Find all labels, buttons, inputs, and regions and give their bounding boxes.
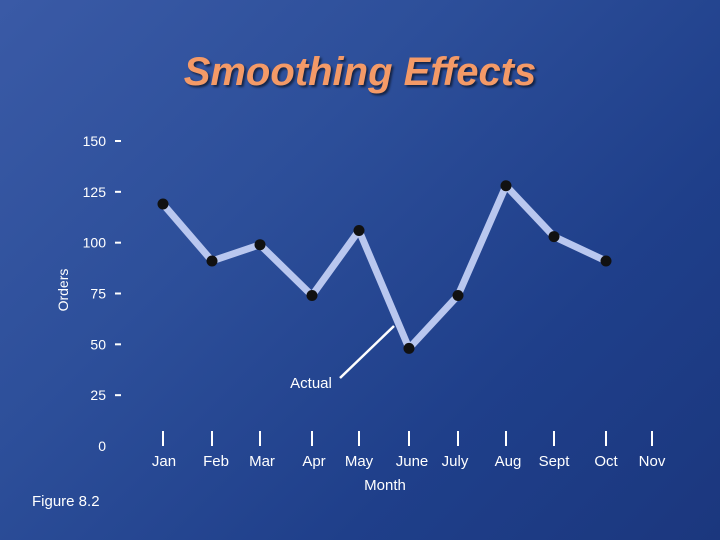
x-tick-label: June: [396, 453, 429, 470]
x-axis: Jan Feb Mar Apr May June July Aug Sept Oct Nov: [152, 431, 666, 470]
data-point: [403, 342, 415, 354]
x-tick-label: Mar: [249, 453, 275, 470]
data-point: [452, 290, 464, 302]
data-point: [353, 224, 365, 236]
x-tick-label: Nov: [639, 453, 666, 470]
y-tick-label: 25: [90, 387, 106, 403]
x-tick-label: Oct: [594, 453, 618, 470]
x-tick-label: Feb: [203, 453, 229, 470]
y-tick-label: 0: [98, 438, 106, 454]
x-tick-label: Jan: [152, 453, 176, 470]
x-tick-label: Sept: [539, 453, 571, 470]
x-axis-title: Month: [364, 477, 406, 494]
data-point: [254, 239, 266, 251]
data-point: [157, 198, 169, 210]
y-tick-label: 75: [90, 286, 106, 302]
x-tick-label: May: [345, 453, 374, 470]
figure-caption: Figure 8.2: [32, 493, 100, 510]
data-point: [206, 255, 218, 267]
plot-area: [157, 180, 612, 354]
series-line-actual: [159, 182, 610, 352]
annotation-actual: Actual: [290, 375, 332, 392]
data-point: [548, 231, 560, 243]
x-tick-label: Apr: [302, 453, 325, 470]
x-tick-label: Aug: [495, 453, 522, 470]
y-axis-title: Orders: [55, 269, 71, 312]
y-tick-label: 150: [83, 133, 107, 149]
y-axis: 0 25 50 75 100 125 150: [83, 133, 121, 454]
annotation-leader-line: [339, 325, 395, 379]
y-tick-label: 100: [83, 235, 107, 251]
chart-title: Smoothing Effects: [183, 50, 537, 94]
y-tick-label: 125: [83, 184, 107, 200]
y-tick-label: 50: [90, 336, 106, 352]
data-point: [306, 290, 318, 302]
data-point: [600, 255, 612, 267]
data-point: [500, 180, 512, 192]
x-tick-label: July: [442, 453, 469, 470]
